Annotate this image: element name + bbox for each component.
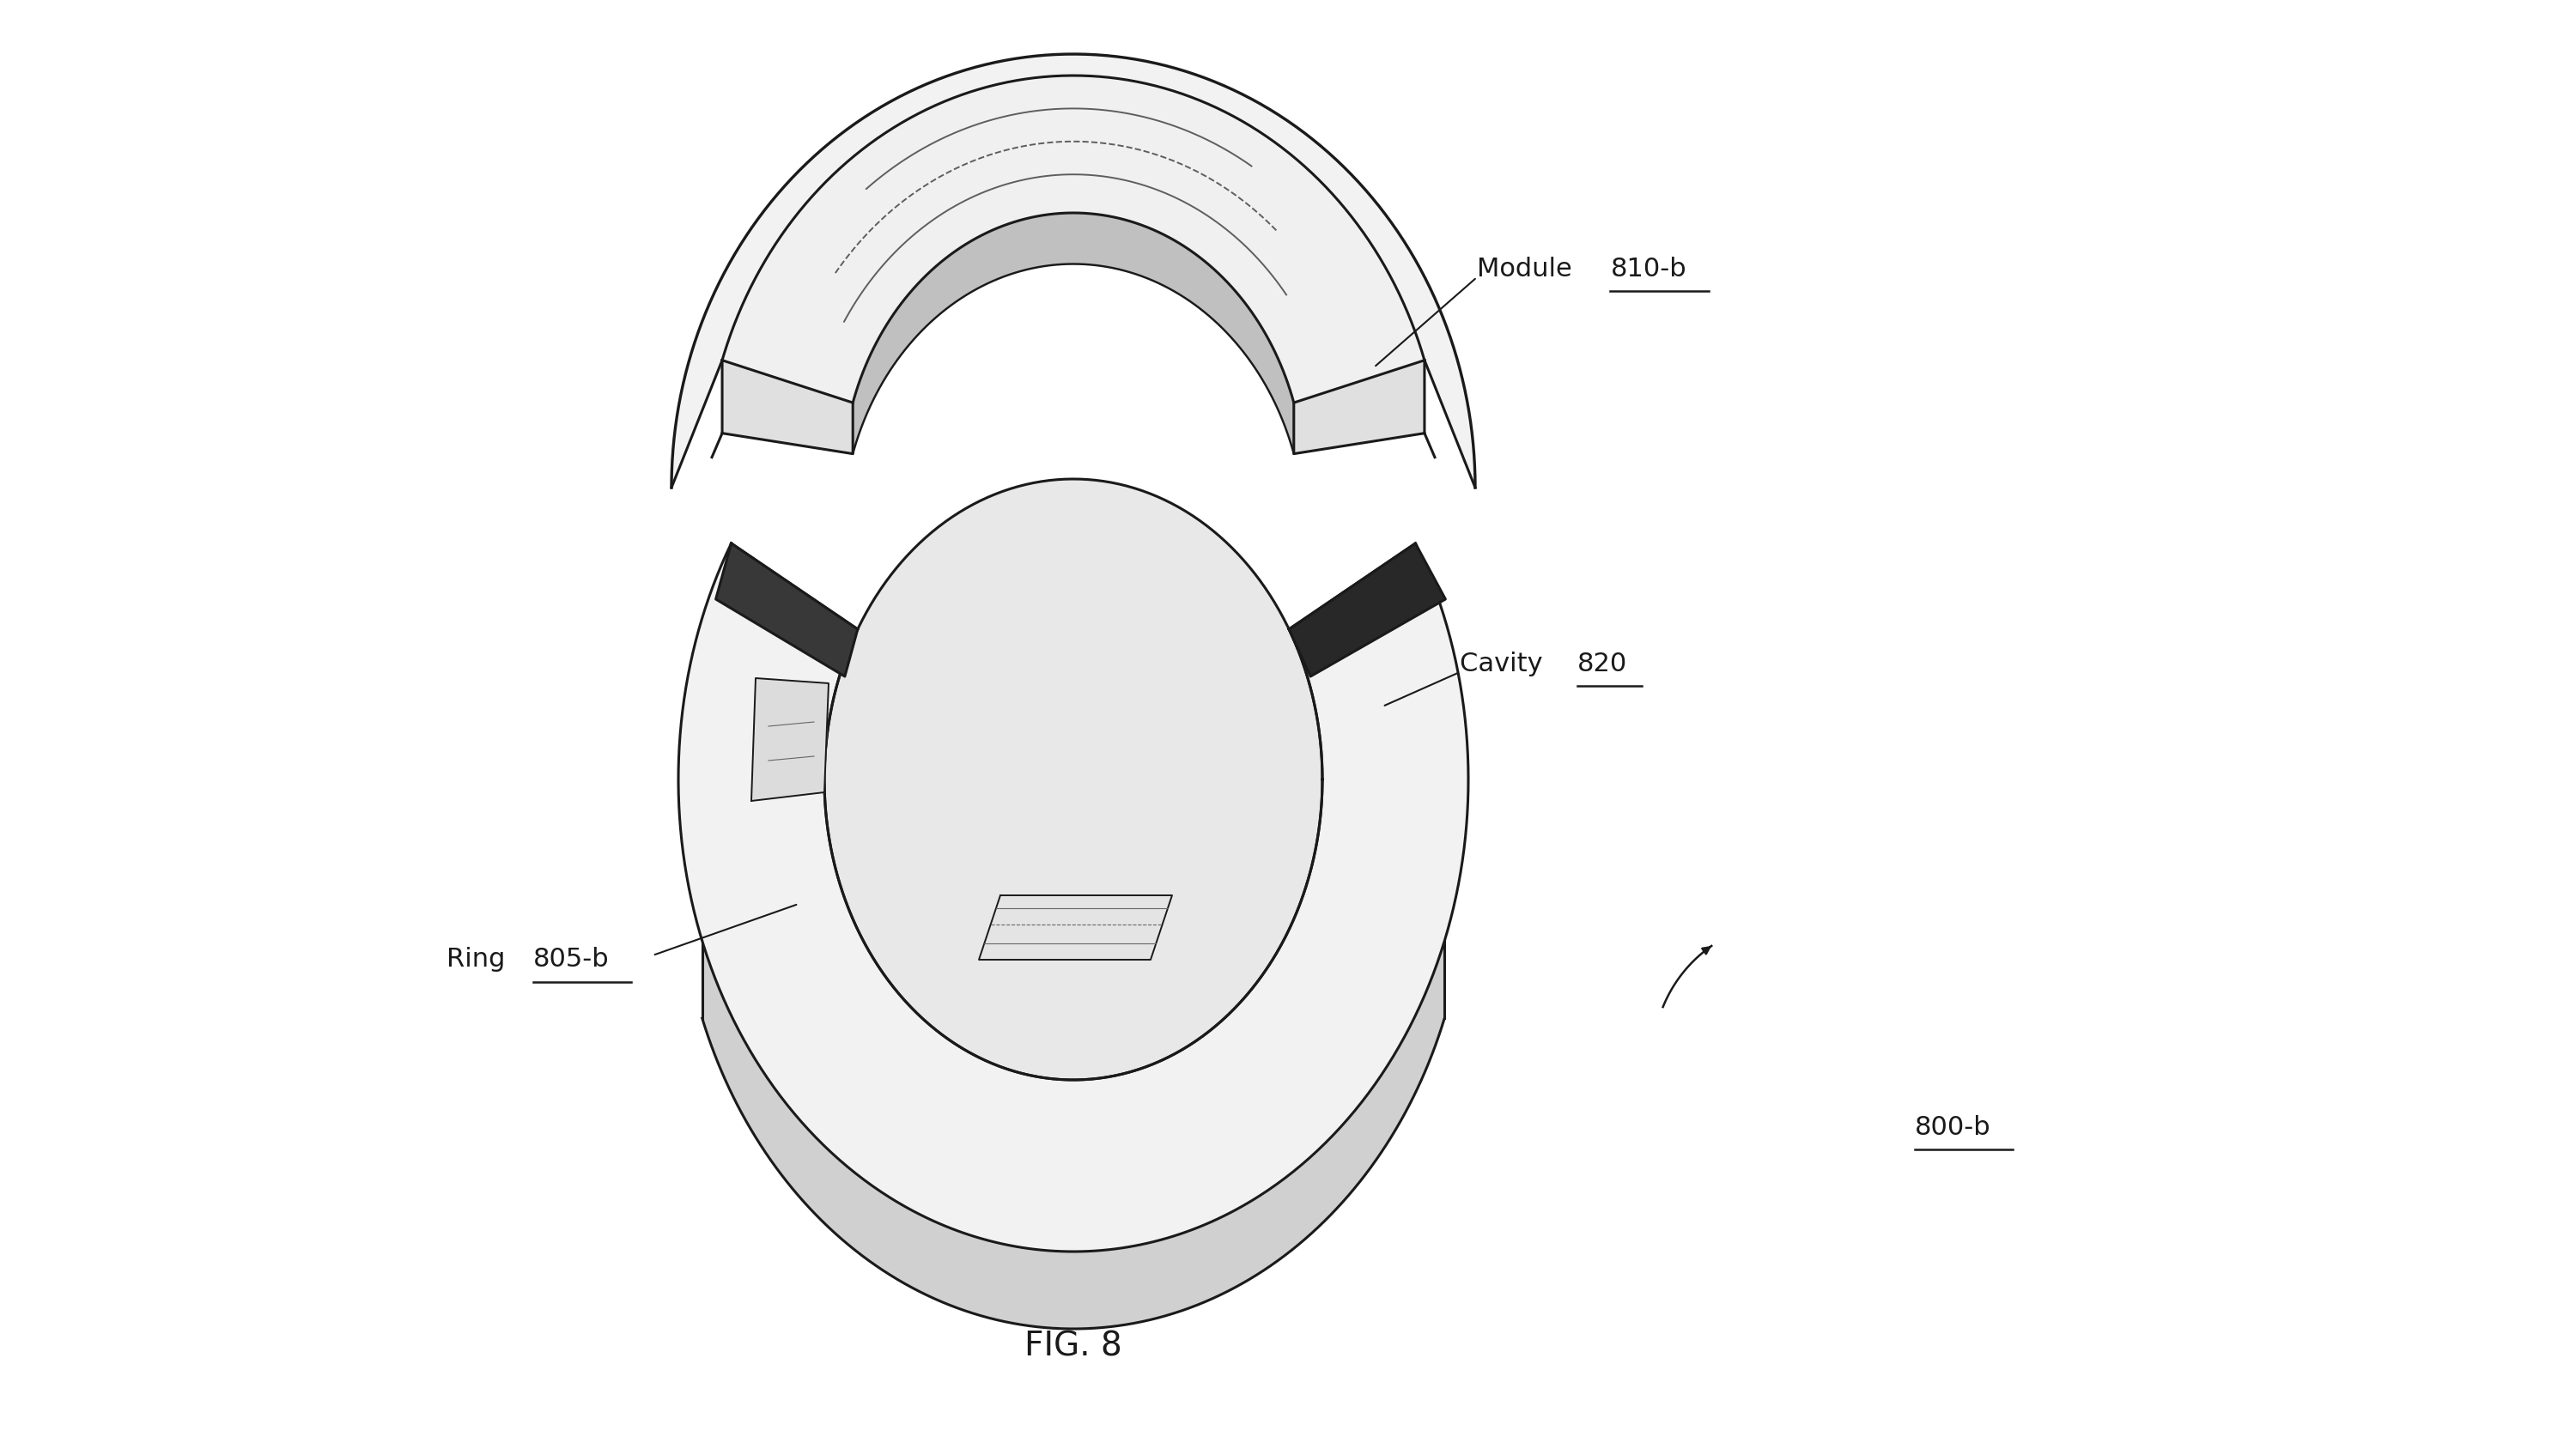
Polygon shape [721,361,853,454]
Polygon shape [716,543,858,677]
Polygon shape [1288,543,1445,677]
Text: Module: Module [1476,256,1579,281]
Text: 810-b: 810-b [1610,256,1687,281]
Polygon shape [824,480,1321,1080]
Polygon shape [721,75,1425,433]
Text: 800-b: 800-b [1914,1114,1991,1139]
Text: Ring: Ring [446,948,513,972]
Polygon shape [979,895,1172,959]
Text: Cavity: Cavity [1461,651,1551,677]
Polygon shape [1293,361,1425,454]
Polygon shape [677,543,1468,1252]
Polygon shape [703,940,1445,1329]
Polygon shape [840,882,1309,1126]
Polygon shape [752,678,829,801]
Polygon shape [853,213,1293,454]
Polygon shape [721,75,1425,403]
Text: 820: 820 [1577,651,1628,677]
Text: FIG. 8: FIG. 8 [1025,1330,1123,1362]
Text: 805-b: 805-b [533,948,608,972]
Polygon shape [672,54,1476,487]
